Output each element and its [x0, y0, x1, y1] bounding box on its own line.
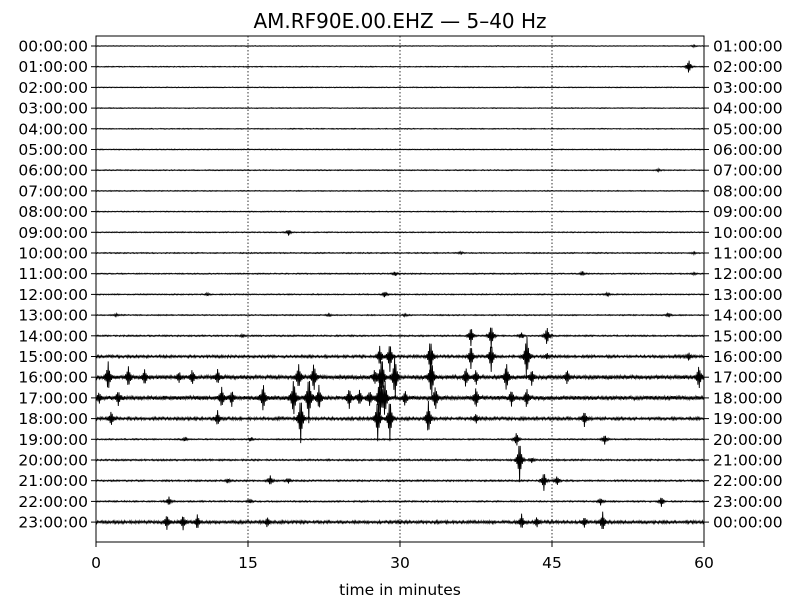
right-time-label: 03:00:00	[713, 79, 783, 97]
grid-lines	[247, 36, 553, 542]
left-time-label: 03:00:00	[18, 100, 88, 118]
trace-row-17	[95, 372, 705, 424]
left-time-label: 01:00:00	[18, 58, 88, 76]
trace-row-23	[95, 511, 705, 531]
left-time-label: 05:00:00	[18, 141, 88, 159]
right-time-label: 08:00:00	[713, 182, 783, 200]
left-time-label: 17:00:00	[18, 389, 88, 407]
left-time-label: 18:00:00	[18, 410, 88, 428]
x-tick-label: 45	[542, 554, 562, 572]
left-time-label: 15:00:00	[18, 348, 88, 366]
trace-row-2	[95, 86, 705, 89]
left-time-label: 10:00:00	[18, 245, 88, 263]
left-time-label: 02:00:00	[18, 79, 88, 97]
trace-row-14	[95, 327, 705, 349]
x-tick-label: 60	[694, 554, 714, 572]
x-tick-label: 0	[91, 554, 101, 572]
trace-row-15	[95, 336, 705, 377]
trace-row-11	[95, 270, 705, 277]
trace-row-22	[95, 496, 705, 507]
trace-row-1	[95, 60, 705, 73]
right-time-label: 07:00:00	[713, 162, 783, 180]
trace-row-0	[95, 44, 705, 49]
left-time-labels: 00:00:00 01:00:00 02:00:00 03:00:00 04:00:00…	[18, 38, 96, 532]
right-time-label: 20:00:00	[713, 431, 783, 449]
x-tick-label: 15	[238, 554, 258, 572]
left-time-label: 21:00:00	[18, 472, 88, 490]
left-time-label: 07:00:00	[18, 182, 88, 200]
right-time-label: 02:00:00	[713, 58, 783, 76]
right-time-label: 10:00:00	[713, 224, 783, 242]
trace-row-12	[95, 291, 705, 298]
right-time-label: 19:00:00	[713, 410, 783, 428]
right-time-label: 05:00:00	[713, 120, 783, 138]
left-time-label: 06:00:00	[18, 162, 88, 180]
trace-row-5	[95, 148, 705, 151]
right-time-label: 15:00:00	[713, 327, 783, 345]
trace-row-10	[95, 250, 705, 257]
trace-row-8	[95, 210, 705, 213]
trace-row-16	[95, 357, 705, 403]
right-time-label: 23:00:00	[713, 493, 783, 511]
right-time-label: 01:00:00	[713, 38, 783, 56]
right-time-label: 11:00:00	[713, 245, 783, 263]
trace-row-13	[95, 311, 705, 318]
right-time-label: 14:00:00	[713, 307, 783, 325]
chart-title: AM.RF90E.00.EHZ — 5–40 Hz	[253, 9, 546, 33]
right-time-label: 13:00:00	[713, 286, 783, 304]
x-tick-label: 30	[390, 554, 410, 572]
trace-row-7	[95, 189, 705, 193]
left-time-label: 04:00:00	[18, 120, 88, 138]
right-time-label: 09:00:00	[713, 203, 783, 221]
right-time-label: 17:00:00	[713, 369, 783, 387]
right-time-label: 18:00:00	[713, 389, 783, 407]
trace-row-18	[95, 400, 705, 444]
trace-row-9	[95, 229, 705, 236]
trace-row-20	[95, 445, 705, 483]
right-time-label: 12:00:00	[713, 265, 783, 283]
left-time-label: 20:00:00	[18, 452, 88, 470]
left-time-label: 09:00:00	[18, 224, 88, 242]
trace-row-21	[95, 474, 705, 491]
right-time-label: 22:00:00	[713, 472, 783, 490]
left-time-label: 08:00:00	[18, 203, 88, 221]
right-time-label: 16:00:00	[713, 348, 783, 366]
left-time-label: 12:00:00	[18, 286, 88, 304]
right-time-labels: 01:00:00 02:00:00 03:00:00 04:00:00 05:00:00…	[704, 38, 783, 532]
left-time-label: 00:00:00	[18, 38, 88, 56]
trace-row-3	[95, 107, 705, 110]
right-time-label: 06:00:00	[713, 141, 783, 159]
x-axis-label: time in minutes	[339, 581, 461, 599]
left-time-label: 22:00:00	[18, 493, 88, 511]
left-time-label: 14:00:00	[18, 327, 88, 345]
right-time-label: 00:00:00	[713, 514, 783, 532]
trace-row-6	[95, 167, 705, 174]
right-time-label: 04:00:00	[713, 100, 783, 118]
left-time-label: 23:00:00	[18, 514, 88, 532]
left-time-label: 11:00:00	[18, 265, 88, 283]
left-time-label: 19:00:00	[18, 431, 88, 449]
trace-group	[95, 44, 705, 531]
x-axis-ticks: 0 15 30 45 60	[91, 542, 714, 572]
left-time-label: 16:00:00	[18, 369, 88, 387]
right-time-label: 21:00:00	[713, 452, 783, 470]
trace-row-4	[95, 127, 705, 130]
trace-row-19	[95, 433, 705, 446]
left-time-label: 13:00:00	[18, 307, 88, 325]
